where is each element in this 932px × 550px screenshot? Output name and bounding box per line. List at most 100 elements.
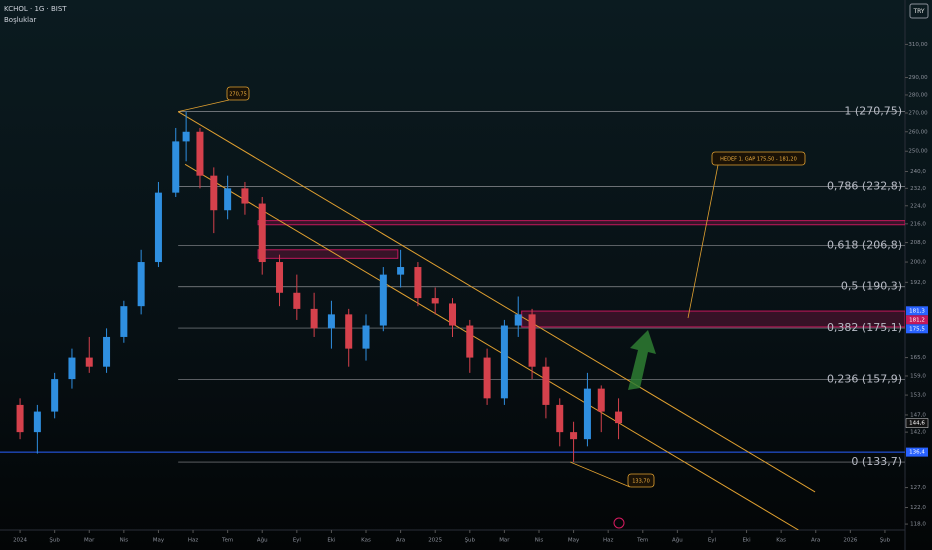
candle-body: [172, 141, 180, 193]
candle-body: [258, 203, 266, 263]
price-label: 181,3: [909, 308, 925, 314]
candle-body: [196, 131, 204, 176]
fib-label: 1 (270,75): [844, 105, 902, 118]
y-tick-label: 159,0: [910, 373, 926, 379]
callout-label: 133,70: [632, 479, 650, 485]
callout-pointer: [178, 99, 230, 113]
x-tick-label: Ağu: [672, 537, 683, 544]
event-marker[interactable]: [613, 517, 625, 529]
candle-body: [570, 432, 578, 440]
x-tick-label: Haz: [188, 538, 199, 544]
x-tick-label: 2025: [428, 538, 442, 544]
x-tick-label: Eki: [742, 538, 751, 544]
candle-body: [210, 175, 218, 211]
y-tick-label: 127,0: [910, 485, 926, 491]
currency-button[interactable]: [909, 3, 929, 19]
callout-box: [711, 151, 806, 166]
candle-body: [542, 366, 550, 405]
candle-body: [528, 314, 536, 367]
fib-label: 0 (133,7): [851, 455, 902, 468]
candle-body: [241, 188, 249, 204]
callout-label: 270,75: [229, 92, 247, 98]
candle-body: [310, 308, 318, 329]
candle-body: [431, 298, 439, 304]
gap-zone: [257, 220, 905, 226]
x-tick-label: Kas: [776, 538, 786, 544]
fib-label: 0,382 (175,1): [827, 321, 902, 334]
fib-label: 0,618 (206,8): [827, 238, 902, 251]
candle-body: [103, 336, 111, 367]
callout-box: [226, 86, 250, 101]
candle-body: [120, 306, 128, 337]
x-tick-label: Eyl: [293, 538, 302, 544]
y-tick-label: 290,00: [908, 75, 928, 81]
candle-body: [85, 357, 93, 367]
callout-pointer: [687, 164, 719, 319]
x-tick-label: Tem: [636, 538, 648, 544]
candle-body: [51, 379, 59, 412]
trend-line: [177, 111, 816, 493]
candle-body: [414, 267, 422, 299]
x-tick-label: Şub: [465, 538, 476, 544]
x-tick-label: Nis: [120, 538, 129, 544]
x-tick-label: Tem: [221, 538, 233, 544]
trend-line: [184, 163, 799, 530]
candle-body: [514, 314, 522, 326]
y-tick-label: 200,0: [910, 260, 926, 266]
candle-body: [556, 404, 564, 433]
candle-body: [397, 267, 405, 275]
candle-body: [379, 274, 387, 326]
y-tick-label: 270,00: [908, 111, 928, 117]
x-tick-label: Mar: [499, 538, 510, 544]
price-label-bg: [905, 418, 929, 428]
price-label: 181,2: [909, 317, 925, 323]
callout-label: HEDEF 1. GAP 175,50 - 181,20: [720, 157, 797, 163]
y-tick-label: 224,0: [910, 203, 926, 209]
price-label-bg: [906, 324, 928, 334]
y-tick-label: 250,00: [908, 149, 928, 155]
y-tick-label: 260,00: [908, 129, 928, 135]
price-label: 136,4: [909, 450, 925, 456]
x-tick-label: Ara: [396, 538, 405, 544]
x-tick-label: Haz: [603, 538, 614, 544]
candle-body: [224, 188, 232, 211]
y-tick-label: 192,0: [910, 280, 926, 286]
y-tick-label: 122,0: [910, 505, 926, 511]
price-label-bg: [906, 306, 928, 316]
y-tick-label: 118,0: [910, 522, 926, 528]
indicator-name: Boşluklar: [4, 16, 36, 24]
candle-body: [182, 131, 190, 142]
y-tick-label: 165,0: [910, 355, 926, 361]
candle-body: [583, 388, 591, 440]
candle-body: [33, 411, 41, 433]
x-tick-label: May: [568, 538, 580, 544]
x-tick-label: Eki: [327, 538, 336, 544]
x-tick-label: Eyl: [708, 538, 717, 544]
y-tick-label: 280,00: [908, 92, 928, 98]
callout-box: [627, 473, 655, 488]
y-tick-label: 232,0: [910, 186, 926, 192]
x-tick-label: Nis: [535, 538, 544, 544]
x-tick-label: 2026: [843, 538, 857, 544]
x-tick-label: Kas: [361, 538, 371, 544]
currency-label[interactable]: TRY: [912, 8, 924, 15]
x-tick-label: Şub: [49, 538, 60, 544]
callout-pointer: [569, 461, 631, 488]
y-tick-label: 310,00: [908, 42, 928, 48]
candle-body: [327, 314, 335, 329]
candle-body: [276, 262, 284, 293]
candle-body: [68, 357, 76, 380]
candle-body: [137, 262, 145, 307]
x-tick-label: Ara: [811, 538, 820, 544]
y-tick-label: 147,0: [910, 412, 926, 418]
candle-body: [154, 192, 162, 263]
candle-body: [16, 404, 24, 433]
x-tick-label: 2024: [13, 538, 27, 544]
fib-label: 0,5 (190,3): [841, 280, 902, 293]
x-tick-label: Ağu: [257, 537, 268, 544]
y-tick-label: 208,0: [910, 240, 926, 246]
y-tick-label: 142,0: [910, 430, 926, 436]
candle-body: [483, 357, 491, 399]
price-label-bg: [906, 315, 928, 325]
